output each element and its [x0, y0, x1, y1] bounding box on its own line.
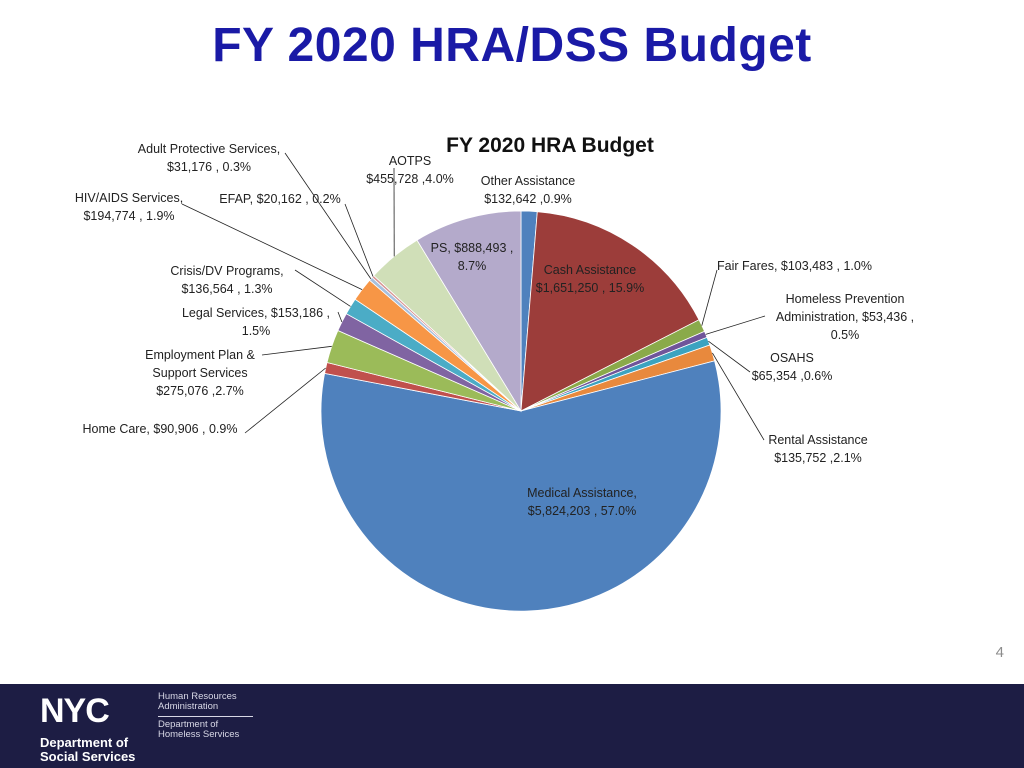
- slice-label-line: Fair Fares, $103,483 , 1.0%: [717, 259, 872, 273]
- slice-label: Legal Services, $153,186 , 1.5%: [182, 306, 330, 338]
- slice-label-line: 1.5%: [242, 324, 271, 338]
- slice-label: EFAP, $20,162 , 0.2%: [219, 192, 340, 206]
- slice-label-line: Rental Assistance: [768, 433, 867, 447]
- slice-label-line: $31,176 , 0.3%: [167, 160, 251, 174]
- leader-lines: [181, 152, 766, 441]
- agency-list: Human Resources Administration Departmen…: [158, 692, 253, 740]
- data-labels: Other Assistance $132,642 ,0.9% Cash Assis…: [75, 142, 914, 518]
- slice-label-line: PS, $888,493 ,: [431, 241, 514, 255]
- department-name: Department of Social Services: [40, 736, 180, 763]
- leader-line: [294, 269, 351, 307]
- slice-label: Fair Fares, $103,483 , 1.0%: [717, 259, 872, 273]
- slice-label-line: Support Services: [152, 366, 247, 380]
- page-number: 4: [995, 644, 1004, 661]
- slice-label-line: Homeless Prevention: [786, 292, 905, 306]
- leader-line: [181, 203, 363, 290]
- slice-label: Employment Plan & Support Services $275,07…: [145, 348, 255, 398]
- slice-label: AOTPS $455,728 ,4.0%: [366, 154, 454, 186]
- slice-label-line: $136,564 , 1.3%: [181, 282, 272, 296]
- pie-chart: FY 2020 HRA Budget Other Assistance $132,…: [75, 134, 914, 612]
- slice-label-line: EFAP, $20,162 , 0.2%: [219, 192, 340, 206]
- department-name-line: Department of: [40, 735, 129, 750]
- slice-label-line: HIV/AIDS Services,: [75, 191, 183, 205]
- slice-label-line: $135,752 ,2.1%: [774, 451, 862, 465]
- slice-label: HIV/AIDS Services, $194,774 , 1.9%: [75, 191, 183, 223]
- slice-label: Rental Assistance $135,752 ,2.1%: [768, 433, 867, 465]
- agency-divider: [158, 716, 253, 717]
- slice-label-line: $5,824,203 , 57.0%: [528, 504, 636, 518]
- slice-label-line: $132,642 ,0.9%: [484, 192, 572, 206]
- slice-label: Home Care, $90,906 , 0.9%: [83, 422, 238, 436]
- pie-slice: [416, 210, 522, 413]
- slice-label-line: $194,774 , 1.9%: [83, 209, 174, 223]
- department-name-line: Social Services: [40, 748, 136, 764]
- agency-dhs-line: Department of: [158, 719, 219, 730]
- leader-line: [344, 203, 374, 277]
- pie-slice: [520, 211, 700, 412]
- pie-slice: [320, 360, 722, 612]
- agency-hra-line: Human Resources: [158, 691, 237, 702]
- slice-label-line: Crisis/DV Programs,: [170, 264, 283, 278]
- agency-hra-line: Administration: [158, 701, 219, 712]
- slide-title: FY 2020 HRA/DSS Budget: [212, 19, 812, 72]
- slice-label-line: Medical Assistance,: [527, 486, 637, 500]
- slice-label: Other Assistance $132,642 ,0.9%: [481, 174, 576, 206]
- leader-line: [701, 269, 718, 326]
- slice-label-line: Administration, $53,436 ,: [776, 310, 914, 324]
- slice-label-line: Legal Services, $153,186 ,: [182, 306, 330, 320]
- slice-label-line: $275,076 ,2.7%: [156, 384, 244, 398]
- footer-bar: NYC Department of Social Services Human …: [0, 684, 1024, 768]
- leader-line: [705, 315, 766, 335]
- pie-slices: [320, 210, 722, 612]
- slice-label: Cash Assistance $1,651,250 , 15.9%: [536, 263, 644, 295]
- leader-line: [337, 311, 343, 323]
- slice-label: OSAHS $65,354 ,0.6%: [752, 351, 833, 383]
- slice-label-line: $455,728 ,4.0%: [366, 172, 454, 186]
- slice-label: Adult Protective Services, $31,176 , 0.3%: [138, 142, 280, 174]
- leader-line: [708, 340, 751, 373]
- chart-title: FY 2020 HRA Budget: [446, 134, 654, 157]
- slice-label-line: 8.7%: [458, 259, 487, 273]
- slice-label-line: $1,651,250 , 15.9%: [536, 281, 644, 295]
- slice-label-line: Cash Assistance: [544, 263, 636, 277]
- leader-line: [284, 152, 372, 280]
- slice-label-line: Employment Plan &: [145, 348, 255, 362]
- leader-line: [712, 352, 765, 441]
- agency-dhs-line: Homeless Services: [158, 729, 240, 740]
- slice-label: Medical Assistance, $5,824,203 , 57.0%: [527, 486, 637, 518]
- slice-label-line: AOTPS: [389, 154, 431, 168]
- leader-line: [261, 345, 332, 356]
- slice-label-line: 0.5%: [831, 328, 860, 342]
- nyc-logo: NYC: [40, 692, 110, 730]
- slice-label-line: Adult Protective Services,: [138, 142, 280, 156]
- slice-label-line: Other Assistance: [481, 174, 576, 188]
- leader-line: [244, 367, 326, 434]
- slice-label: PS, $888,493 , 8.7%: [431, 241, 514, 273]
- slice-label: Crisis/DV Programs, $136,564 , 1.3%: [170, 264, 283, 296]
- slice-label-line: OSAHS: [770, 351, 814, 365]
- slice-label-line: Home Care, $90,906 , 0.9%: [83, 422, 238, 436]
- slice-label-line: $65,354 ,0.6%: [752, 369, 833, 383]
- slice-label: Homeless Prevention Administration, $53,4…: [776, 292, 914, 342]
